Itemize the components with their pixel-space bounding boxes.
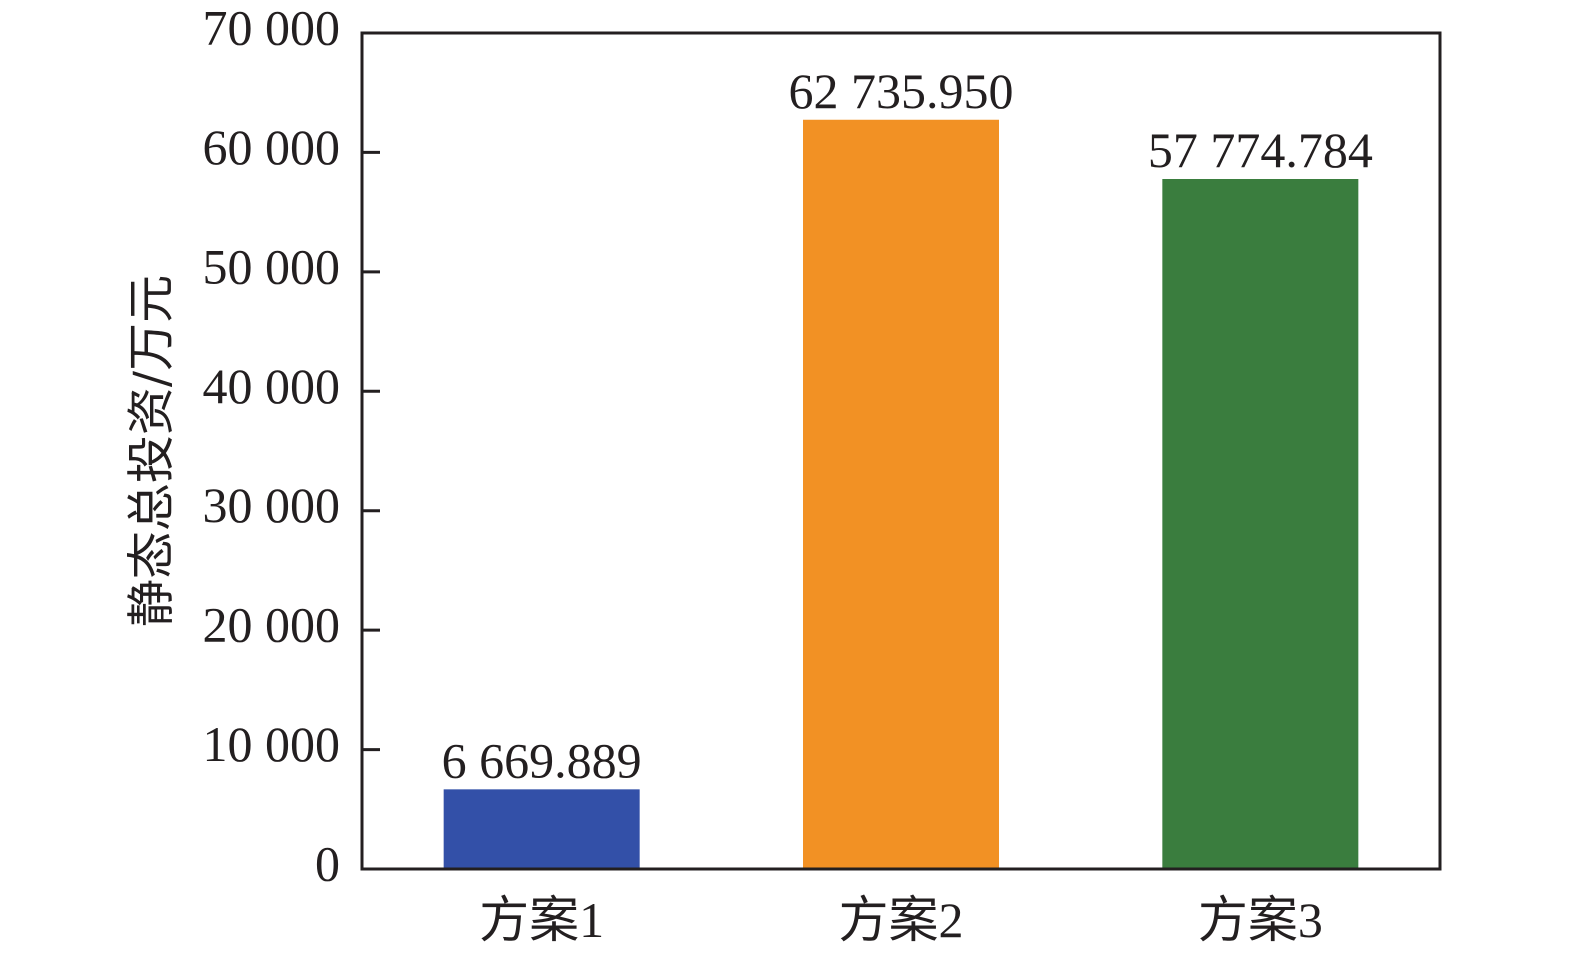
x-tick-label-2: 方案2 (839, 892, 964, 948)
y-axis-tick-labels: 0 10 000 20 000 30 000 40 000 50 000 60 000 70 … (203, 0, 341, 891)
x-tick-label-3: 方案3 (1198, 892, 1323, 948)
bar-3 (1162, 179, 1359, 869)
y-axis-ticks (362, 31, 380, 871)
y-tick-label-5: 50 000 (203, 238, 341, 294)
data-labels-group: 6 669.889 62 735.950 57 774.784 (442, 63, 1373, 789)
y-tick-label-1: 10 000 (203, 716, 341, 772)
y-tick-label-0: 0 (315, 835, 340, 891)
x-axis-category-labels: 方案1 方案2 方案3 (479, 892, 1323, 948)
x-tick-label-1: 方案1 (479, 892, 604, 948)
y-tick-label-7: 70 000 (203, 0, 341, 55)
bar-1 (443, 789, 640, 869)
data-label-1: 6 669.889 (442, 732, 642, 788)
data-label-2: 62 735.950 (789, 63, 1014, 119)
plot-frame (360, 31, 1442, 871)
y-tick-label-3: 30 000 (203, 477, 341, 533)
bar-2 (803, 119, 999, 869)
y-tick-label-6: 60 000 (203, 119, 341, 175)
data-label-3: 57 774.784 (1148, 122, 1373, 178)
y-axis-title: 静态总投资/万元 (124, 275, 180, 627)
y-tick-label-2: 20 000 (203, 597, 341, 653)
y-tick-label-4: 40 000 (203, 358, 341, 414)
bars-group (443, 119, 1359, 869)
